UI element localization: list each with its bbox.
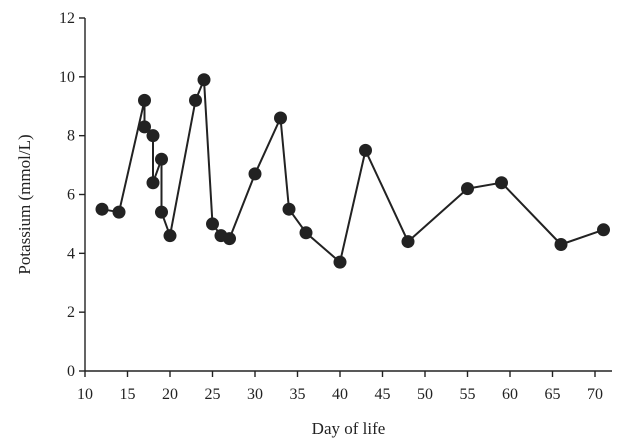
x-axis-title: Day of life bbox=[312, 419, 386, 438]
data-point bbox=[223, 232, 236, 246]
y-tick-label: 12 bbox=[59, 10, 75, 27]
y-tick-label: 10 bbox=[59, 69, 75, 86]
x-tick-label: 70 bbox=[587, 386, 603, 403]
data-point bbox=[554, 238, 568, 252]
y-tick-label: 8 bbox=[67, 128, 75, 145]
data-point bbox=[401, 235, 415, 249]
data-point bbox=[495, 176, 508, 190]
data-point bbox=[282, 202, 296, 216]
x-tick-label: 20 bbox=[162, 386, 178, 403]
x-tick-label: 25 bbox=[205, 386, 221, 403]
data-point bbox=[206, 217, 219, 231]
x-tick-label: 15 bbox=[120, 386, 136, 403]
data-point bbox=[112, 205, 126, 219]
plot-area bbox=[95, 73, 610, 269]
data-point bbox=[274, 111, 287, 125]
series-line bbox=[101, 78, 604, 264]
y-tick-label: 6 bbox=[67, 187, 75, 204]
y-tick-label: 4 bbox=[67, 245, 75, 262]
y-axis-title: Potassium (mmol/L) bbox=[15, 134, 34, 274]
x-tick-label: 35 bbox=[290, 386, 306, 403]
y-tick-label: 2 bbox=[67, 304, 75, 321]
y-tick-label: 0 bbox=[67, 363, 75, 380]
data-point bbox=[359, 143, 372, 157]
data-point bbox=[155, 152, 168, 166]
data-point bbox=[138, 120, 151, 134]
data-point bbox=[597, 223, 610, 237]
data-point bbox=[248, 167, 262, 181]
data-point bbox=[189, 93, 202, 107]
data-point bbox=[163, 229, 177, 243]
data-point bbox=[461, 182, 474, 196]
axes-group bbox=[84, 18, 612, 372]
data-point bbox=[299, 226, 313, 240]
data-point bbox=[197, 73, 211, 87]
x-tick-label: 30 bbox=[247, 386, 263, 403]
x-tick-label: 60 bbox=[502, 386, 518, 403]
data-point bbox=[146, 176, 160, 190]
x-ticks-group: 10 15 20 25 30 35 40 45 50 55 60 65 70 bbox=[77, 371, 603, 403]
x-tick-label: 65 bbox=[545, 386, 561, 403]
data-point bbox=[138, 93, 151, 107]
x-tick-label: 10 bbox=[77, 386, 93, 403]
x-tick-label: 40 bbox=[332, 386, 348, 403]
data-point bbox=[333, 255, 347, 269]
data-point bbox=[95, 202, 109, 216]
x-tick-label: 55 bbox=[460, 386, 476, 403]
data-point bbox=[155, 205, 168, 219]
data-point bbox=[146, 129, 160, 143]
x-tick-label: 50 bbox=[417, 386, 433, 403]
y-ticks-group: 0 2 4 6 8 10 12 bbox=[59, 10, 85, 380]
x-tick-label: 45 bbox=[375, 386, 391, 403]
